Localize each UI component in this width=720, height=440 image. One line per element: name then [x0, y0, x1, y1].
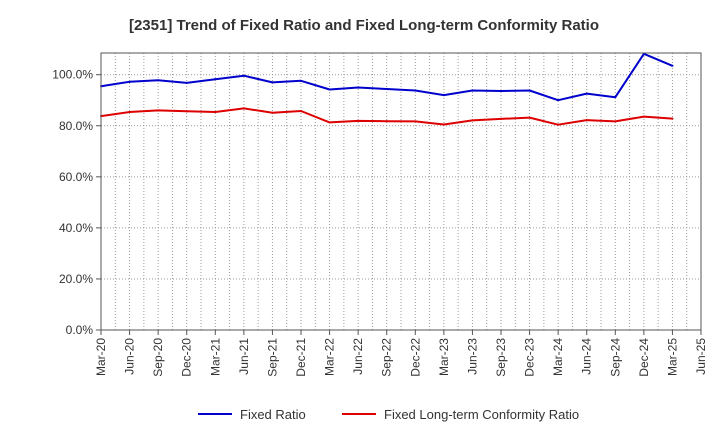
data-point	[528, 89, 531, 92]
x-tick-label: Mar-24	[551, 338, 565, 376]
data-point	[185, 81, 188, 84]
data-point	[500, 117, 502, 120]
x-tick-label: Dec-21	[294, 338, 308, 377]
x-tick-label: Sep-22	[380, 338, 394, 377]
x-tick-label: Mar-22	[323, 338, 337, 376]
x-tick-label: Dec-24	[637, 338, 651, 377]
data-point	[585, 92, 588, 95]
data-point	[157, 79, 160, 82]
data-point	[328, 121, 331, 124]
y-tick-label: 100.0%	[52, 68, 93, 82]
data-point	[557, 123, 560, 126]
x-tick-label: Dec-22	[408, 338, 422, 377]
x-tick-label: Mar-25	[665, 338, 679, 376]
y-tick-label: 40.0%	[59, 221, 93, 235]
x-tick-label: Jun-20	[123, 338, 137, 375]
data-point	[528, 116, 531, 119]
data-point	[300, 79, 302, 82]
x-tick-label: Sep-24	[608, 338, 622, 377]
data-point	[271, 81, 274, 84]
chart-title: [2351] Trend of Fixed Ratio and Fixed Lo…	[129, 17, 599, 34]
data-point	[671, 117, 674, 120]
data-point	[357, 86, 360, 89]
data-point	[242, 74, 245, 77]
y-axis-ticks: 0.0% 20.0% 40.0% 60.0% 80.0% 100.0%	[52, 68, 101, 337]
data-point	[242, 107, 245, 110]
x-tick-label: Mar-21	[208, 338, 222, 376]
data-point	[214, 78, 217, 81]
x-tick-label: Jun-23	[465, 338, 479, 375]
plot-frame	[100, 52, 702, 331]
data-point	[128, 110, 131, 113]
x-tick-label: Sep-21	[265, 338, 279, 377]
data-point	[414, 120, 417, 123]
y-tick-label: 60.0%	[59, 170, 93, 184]
data-point	[642, 115, 645, 118]
data-point	[442, 94, 445, 97]
data-point	[157, 109, 160, 112]
x-axis-ticks: Mar-20 Jun-20 Sep-20 Dec-20 Mar-21 Jun-21 Sep-…	[94, 330, 708, 377]
x-tick-label: Dec-23	[523, 338, 537, 377]
data-point	[128, 80, 131, 83]
x-tick-label: Sep-23	[494, 338, 508, 377]
data-point	[357, 119, 360, 122]
data-point	[214, 110, 217, 113]
x-tick-label: Jun-21	[237, 338, 251, 375]
data-point	[585, 119, 588, 122]
data-point	[442, 123, 445, 126]
data-point	[185, 110, 188, 113]
data-point	[300, 109, 302, 112]
data-point	[471, 89, 474, 92]
data-point	[671, 64, 674, 67]
data-point	[614, 120, 617, 123]
x-tick-label: Jun-22	[351, 338, 365, 375]
data-point	[500, 90, 502, 93]
x-tick-label: Sep-20	[151, 338, 165, 377]
data-point	[385, 87, 388, 90]
series-layer	[100, 52, 674, 126]
data-point	[328, 88, 331, 91]
data-point	[471, 119, 474, 122]
data-point	[271, 111, 274, 114]
grid	[101, 53, 701, 330]
y-tick-label: 0.0%	[66, 323, 94, 337]
x-tick-label: Jun-24	[580, 338, 594, 375]
data-point	[385, 120, 388, 123]
data-point	[414, 89, 417, 92]
y-tick-label: 20.0%	[59, 272, 93, 286]
x-tick-label: Jun-25	[694, 338, 708, 375]
x-tick-label: Mar-20	[94, 338, 108, 376]
legend-label-1: Fixed Ratio	[240, 407, 306, 422]
legend-label-2: Fixed Long-term Conformity Ratio	[384, 407, 579, 422]
data-point	[557, 99, 560, 102]
y-tick-label: 80.0%	[59, 119, 93, 133]
x-tick-label: Mar-23	[437, 338, 451, 376]
x-tick-label: Dec-20	[180, 338, 194, 377]
data-point	[614, 96, 617, 99]
legend: Fixed Ratio Fixed Long-term Conformity Ra…	[198, 407, 579, 422]
